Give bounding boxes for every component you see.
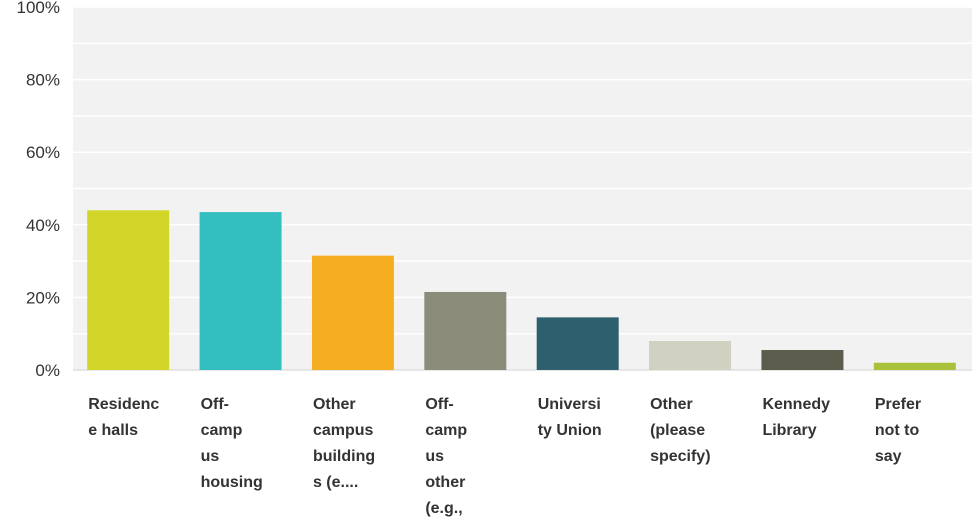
x-tick-label-line: Kennedy bbox=[762, 396, 831, 413]
bars bbox=[87, 210, 956, 370]
x-tick-label-line: camp bbox=[200, 422, 243, 439]
y-tick-label: 60% bbox=[26, 143, 60, 162]
x-tick-label-line: Off- bbox=[425, 396, 454, 413]
y-tick-label: 40% bbox=[26, 216, 60, 235]
bar bbox=[536, 317, 619, 370]
x-tick-label-line: us bbox=[200, 448, 220, 465]
x-tick-label-line: specify) bbox=[650, 448, 711, 465]
x-tick-label-line: Off- bbox=[200, 396, 229, 413]
y-axis: 0% 20% 40% 60% 80% 100% bbox=[17, 0, 60, 380]
bar bbox=[424, 291, 507, 370]
y-tick-label: 20% bbox=[26, 288, 60, 307]
y-tick-label: 80% bbox=[26, 71, 60, 90]
x-tick-label-line: e halls bbox=[88, 422, 138, 439]
x-tick-label-line: (please bbox=[650, 422, 706, 439]
x-tick-label: Other campus building s (e.... bbox=[313, 392, 403, 496]
x-tick-label: Off-camp us housing bbox=[201, 392, 291, 496]
x-tick-label-line: ty Union bbox=[537, 422, 602, 439]
x-tick-label-line: (e.g., bbox=[425, 500, 463, 517]
bar bbox=[199, 212, 282, 370]
x-tick-label-line: Other bbox=[650, 396, 693, 413]
x-tick-label: Universi ty Union bbox=[538, 392, 628, 444]
x-tick-label: Off-camp us other (e.g., bbox=[425, 392, 515, 522]
x-tick-label-line: not to bbox=[874, 422, 920, 439]
x-tick-label: Prefer not to say bbox=[875, 392, 965, 470]
x-tick-label-line: other bbox=[425, 474, 466, 491]
x-tick-label-line: campus bbox=[312, 422, 374, 439]
x-tick-label-line: say bbox=[874, 448, 902, 465]
bar bbox=[873, 362, 956, 370]
bar bbox=[311, 255, 394, 370]
y-tick-label: 0% bbox=[35, 361, 60, 380]
bar bbox=[649, 340, 732, 370]
x-tick-label: Other (please specify) bbox=[650, 392, 740, 470]
x-tick-label-line: s (e.... bbox=[312, 474, 359, 491]
x-tick-label-line: Universi bbox=[537, 396, 601, 413]
x-tick-label-line: us bbox=[425, 448, 444, 465]
x-tick-label: Residenc e halls bbox=[88, 392, 178, 444]
x-tick-label-line: Prefer bbox=[874, 396, 922, 413]
x-tick-label-line: camp bbox=[425, 422, 468, 439]
x-tick-label-line: building bbox=[312, 448, 376, 465]
x-tick-label-line: Residenc bbox=[88, 396, 160, 413]
x-tick-label-line: Library bbox=[762, 422, 817, 439]
y-tick-label: 100% bbox=[17, 0, 60, 17]
x-tick-label-line: Other bbox=[312, 396, 356, 413]
x-tick-label-line: housing bbox=[200, 474, 263, 491]
x-tick-label: Kennedy Library bbox=[762, 392, 852, 444]
bar bbox=[761, 350, 844, 370]
bar bbox=[87, 210, 170, 370]
